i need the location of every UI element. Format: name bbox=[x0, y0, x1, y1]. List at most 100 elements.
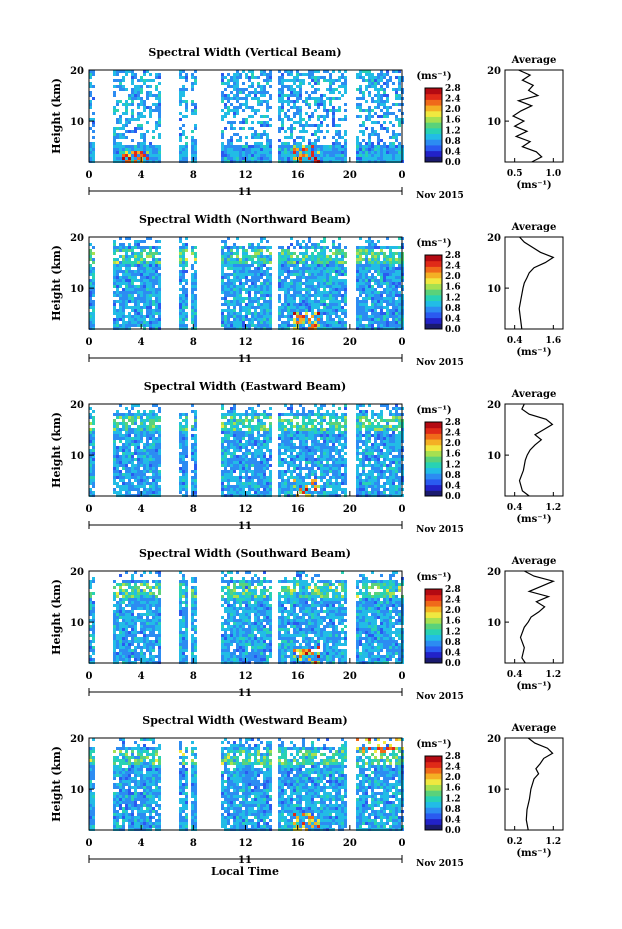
heatmap-cell bbox=[254, 130, 257, 133]
heatmap-cell bbox=[320, 407, 323, 410]
heatmap-cell bbox=[317, 458, 320, 461]
heatmap-cell bbox=[233, 246, 236, 249]
heatmap-cell bbox=[146, 288, 149, 291]
heatmap-cell bbox=[356, 270, 359, 273]
heatmap-cell bbox=[119, 246, 122, 249]
heatmap-cell bbox=[179, 273, 182, 276]
heatmap-cell bbox=[245, 431, 248, 434]
heatmap-cell bbox=[287, 88, 290, 91]
heatmap-cell bbox=[224, 413, 227, 416]
heatmap-cell bbox=[290, 258, 293, 261]
heatmap-cell bbox=[311, 133, 314, 136]
heatmap-cell bbox=[119, 88, 122, 91]
heatmap-cell bbox=[266, 282, 269, 285]
heatmap-cell bbox=[341, 136, 344, 139]
heatmap-cell bbox=[380, 318, 383, 321]
heatmap-cell bbox=[221, 249, 224, 252]
heatmap-cell bbox=[305, 103, 308, 106]
heatmap-cell bbox=[269, 425, 272, 428]
heatmap-cell bbox=[323, 157, 326, 160]
heatmap-cell bbox=[329, 309, 332, 312]
heatmap-cell bbox=[89, 416, 92, 419]
heatmap-cell bbox=[395, 157, 398, 160]
heatmap-cell bbox=[182, 261, 185, 264]
heatmap-cell bbox=[296, 70, 299, 73]
heatmap-cell bbox=[191, 267, 194, 270]
heatmap-cell bbox=[122, 419, 125, 422]
heatmap-cell bbox=[386, 315, 389, 318]
heatmap-cell bbox=[380, 151, 383, 154]
heatmap-cell bbox=[380, 309, 383, 312]
heatmap-cell bbox=[245, 479, 248, 482]
heatmap-cell bbox=[149, 452, 152, 455]
heatmap-cell bbox=[314, 470, 317, 473]
heatmap-cell bbox=[89, 491, 92, 494]
heatmap-cell bbox=[137, 404, 140, 407]
heatmap-cell bbox=[122, 151, 125, 154]
heatmap-cell bbox=[122, 312, 125, 315]
heatmap-cell bbox=[131, 476, 134, 479]
heatmap-cell bbox=[374, 300, 377, 303]
heatmap-cell bbox=[155, 458, 158, 461]
heatmap-cell bbox=[326, 276, 329, 279]
colorbar-frame bbox=[424, 254, 443, 330]
heatmap-cell bbox=[266, 154, 269, 157]
heatmap-cell bbox=[179, 297, 182, 300]
heatmap-cell bbox=[134, 473, 137, 476]
heatmap-cell bbox=[251, 312, 254, 315]
heatmap-cell bbox=[236, 237, 239, 240]
heatmap-cell bbox=[227, 154, 230, 157]
heatmap-cell bbox=[296, 79, 299, 82]
heatmap-cell bbox=[92, 121, 95, 124]
heatmap-cell bbox=[191, 112, 194, 115]
heatmap-cell bbox=[308, 419, 311, 422]
heatmap-cell bbox=[227, 315, 230, 318]
heatmap-cell bbox=[185, 464, 188, 467]
heatmap-cell bbox=[257, 276, 260, 279]
heatmap-cell bbox=[149, 94, 152, 97]
heatmap-cell bbox=[332, 306, 335, 309]
heatmap-cell bbox=[383, 252, 386, 255]
heatmap-cell bbox=[398, 151, 401, 154]
heatmap-cell bbox=[263, 115, 266, 118]
heatmap-cell bbox=[395, 252, 398, 255]
heatmap-cell bbox=[284, 94, 287, 97]
heatmap-cell bbox=[230, 413, 233, 416]
heatmap-cell bbox=[317, 273, 320, 276]
heatmap-cell bbox=[230, 458, 233, 461]
heatmap-cell bbox=[125, 285, 128, 288]
heatmap-cell bbox=[269, 70, 272, 73]
heatmap-cell bbox=[236, 82, 239, 85]
heatmap-cell bbox=[158, 425, 161, 428]
heatmap-cell bbox=[134, 318, 137, 321]
heatmap-cell bbox=[278, 70, 281, 73]
heatmap-cell bbox=[260, 428, 263, 431]
heatmap-cell bbox=[194, 103, 197, 106]
heatmap-cell bbox=[257, 443, 260, 446]
heatmap-cell bbox=[365, 240, 368, 243]
heatmap-cell bbox=[299, 443, 302, 446]
heatmap-cell bbox=[152, 270, 155, 273]
heatmap-cell bbox=[296, 416, 299, 419]
heatmap-cell bbox=[119, 267, 122, 270]
heatmap-cell bbox=[89, 273, 92, 276]
heatmap-cell bbox=[308, 82, 311, 85]
heatmap-cell bbox=[299, 106, 302, 109]
heatmap-cell bbox=[320, 130, 323, 133]
heatmap-cell bbox=[266, 115, 269, 118]
heatmap-cell bbox=[236, 321, 239, 324]
heatmap-cell bbox=[320, 461, 323, 464]
heatmap-cell bbox=[122, 76, 125, 79]
heatmap-cell bbox=[128, 291, 131, 294]
heatmap-cell bbox=[134, 449, 137, 452]
heatmap-cell bbox=[281, 273, 284, 276]
heatmap-cell bbox=[323, 148, 326, 151]
heatmap-cell bbox=[302, 482, 305, 485]
heatmap-cell bbox=[308, 318, 311, 321]
heatmap-cell bbox=[236, 440, 239, 443]
heatmap-cell bbox=[263, 94, 266, 97]
heatmap-cell bbox=[179, 264, 182, 267]
heatmap-cell bbox=[155, 431, 158, 434]
heatmap-cell bbox=[296, 109, 299, 112]
heatmap-cell bbox=[116, 136, 119, 139]
